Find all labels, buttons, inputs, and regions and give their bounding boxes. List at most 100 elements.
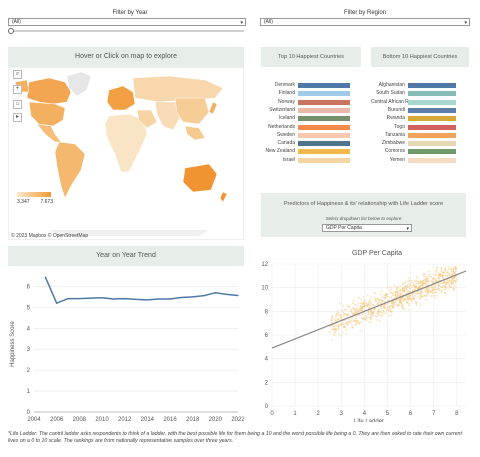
search-icon[interactable]: ⌕ (13, 70, 22, 79)
world-map[interactable] (9, 68, 245, 241)
map-header: Hover or Click on map to explore (8, 47, 244, 67)
y-tick-label: 6 (27, 284, 31, 290)
scatter-point (409, 291, 412, 293)
scatter-point (396, 293, 399, 296)
top10-country-bar[interactable] (298, 149, 350, 155)
top10-country-bar[interactable] (298, 107, 350, 113)
east-asia (174, 97, 210, 125)
scatter-point (449, 286, 452, 289)
bottom10-country-bar[interactable] (408, 132, 456, 138)
year-slider-track[interactable] (10, 30, 244, 32)
top10-country-bar[interactable] (298, 157, 350, 163)
top10-list: Denmark Finland Norway Switzerland Iceland Ne… (261, 82, 361, 172)
scatter-point (421, 284, 424, 287)
top10-country-bar[interactable] (298, 83, 350, 88)
scatter-point (379, 302, 382, 304)
southeast-asia (184, 125, 206, 141)
scatter-point (423, 272, 426, 275)
scatter-point (335, 316, 337, 319)
scatter-point (390, 305, 392, 307)
predictor-select-value: GDP Per Capita (326, 225, 362, 231)
scatter-point (354, 317, 357, 320)
region-filter-value: (All) (264, 19, 273, 25)
year-slider-thumb[interactable] (8, 28, 14, 34)
predictors-hint: Select dropdown list below to explore (325, 216, 402, 221)
scatter-point (443, 272, 446, 274)
top10-country-bar[interactable] (298, 91, 350, 97)
scatter-point (400, 305, 403, 308)
scatter-title: GDP Per Capita (352, 250, 402, 257)
scatter-point (449, 274, 452, 277)
russia (132, 75, 224, 103)
trend-point (67, 297, 69, 300)
top10-country-bar[interactable] (298, 124, 350, 130)
bottom10-country-bar[interactable] (408, 116, 456, 122)
top10-country-bar[interactable] (298, 99, 350, 105)
bottom10-country-bar[interactable] (408, 83, 456, 88)
scatter-point (431, 281, 433, 284)
bottom10-country-bar[interactable] (408, 107, 456, 113)
year-filter-select[interactable]: (All) ▾ (8, 18, 246, 26)
scatter-point (362, 303, 365, 305)
scatter-point (340, 335, 343, 337)
map-attribution[interactable]: © 2023 Mapbox © OpenStreetMap (11, 233, 89, 239)
scatter-point (367, 305, 370, 308)
play-icon[interactable]: ▸ (13, 113, 22, 122)
top10-country-bar[interactable] (298, 141, 350, 147)
top10-country-label: Israel (282, 156, 295, 163)
scatter-point (440, 268, 443, 270)
scatter-point (432, 288, 434, 291)
bottom10-country-bar[interactable] (408, 91, 456, 97)
scatter-point (453, 284, 456, 286)
scatter-point (330, 328, 333, 331)
scatter-point (345, 328, 348, 331)
scatter-point (344, 313, 347, 315)
bottom10-country-bar[interactable] (408, 99, 456, 105)
scatter-point (425, 282, 427, 285)
scatter-point (340, 323, 343, 325)
scatter-point (372, 304, 375, 306)
trend-point (146, 299, 148, 301)
scatter-point (445, 283, 448, 285)
zoom-in-icon[interactable]: + (13, 85, 22, 94)
top10-country-bar[interactable] (298, 116, 350, 122)
map-area[interactable]: ⌕ + ⌂ ▸ 3.347 7.673 © 2023 Mapbox © Open… (8, 67, 244, 240)
trend-line (271, 270, 467, 349)
chevron-down-icon: ▾ (240, 20, 243, 26)
scatter-point (420, 281, 422, 284)
scatter-point (417, 295, 420, 298)
bottom10-country-bar[interactable] (408, 141, 456, 147)
scatter-point (407, 277, 410, 280)
trend-point (112, 298, 114, 300)
scatter-point (425, 289, 428, 291)
bottom10-country-bar[interactable] (408, 157, 456, 163)
scatter-point (384, 293, 387, 295)
scatter-point (438, 277, 441, 280)
scatter-point (433, 277, 436, 280)
scatter-point (439, 282, 442, 284)
home-icon[interactable]: ⌂ (13, 100, 22, 109)
scatter-point (355, 308, 358, 311)
scatter-point (434, 288, 437, 291)
bottom10-header-text: Bottom 10 Happiest Countries (382, 54, 458, 60)
bottom10-country-bar[interactable] (408, 124, 456, 130)
scatter-point (416, 290, 419, 293)
scatter-point (448, 283, 451, 286)
scatter-point (333, 325, 335, 328)
top10-country-label: Netherlands (268, 123, 295, 130)
top10-country-bar[interactable] (298, 132, 350, 138)
region-filter-select[interactable]: (All) ▾ (260, 18, 470, 26)
scatter-point (414, 301, 417, 304)
scatter-point (443, 284, 446, 287)
bottom10-country-bar[interactable] (408, 149, 456, 155)
scatter-point (424, 275, 427, 278)
scatter-point (453, 271, 456, 273)
scatter-point (332, 327, 335, 330)
scatter-point (374, 298, 377, 301)
scatter-point (385, 309, 388, 312)
scatter-point (408, 287, 411, 290)
scatter-point (421, 281, 424, 284)
scatter-point (363, 305, 366, 308)
predictor-select[interactable]: GDP Per Capita ▾ (322, 224, 412, 232)
scatter-point (408, 304, 411, 307)
